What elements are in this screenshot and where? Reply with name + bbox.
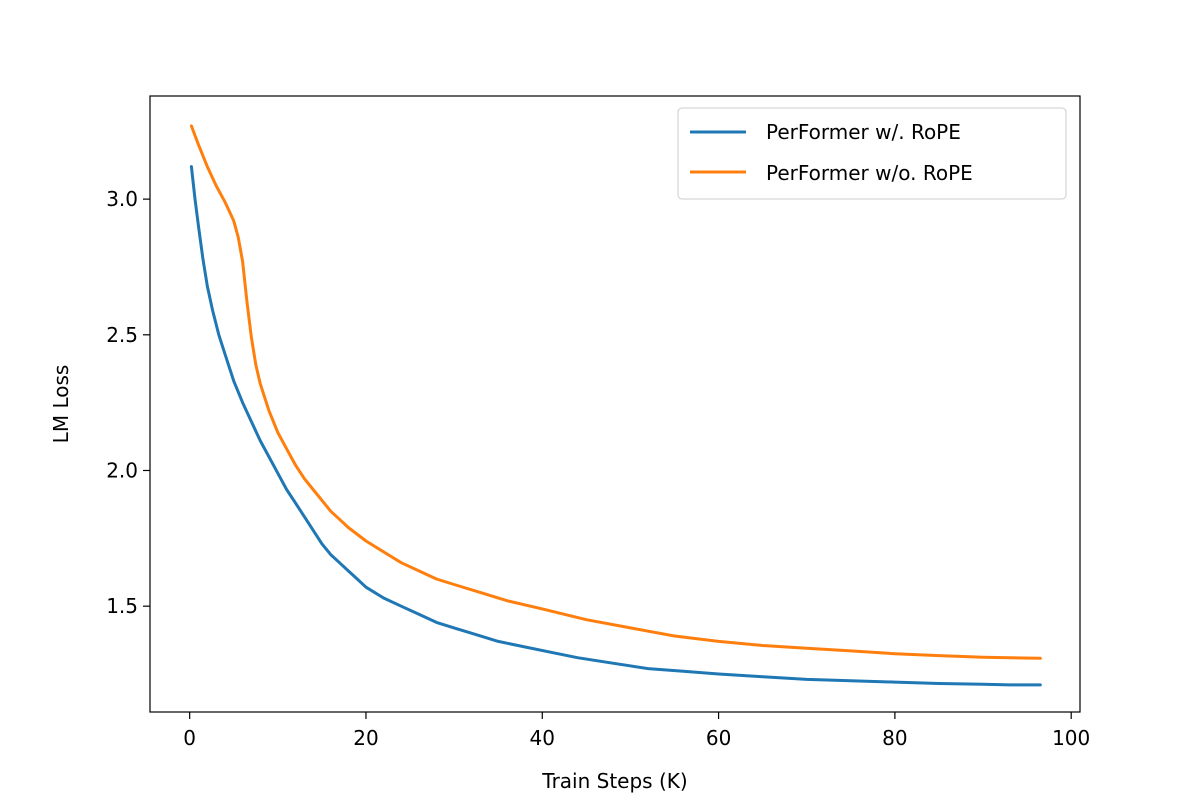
x-tick-label: 20	[353, 726, 378, 750]
y-axis-label: LM Loss	[49, 365, 73, 444]
plot-frame	[149, 95, 1081, 713]
series-line-rope	[189, 165, 1042, 687]
y-tick-label: 2.5	[106, 323, 138, 347]
x-axis-label: Train Steps (K)	[541, 769, 687, 793]
series-line-no-rope	[189, 124, 1042, 660]
legend-label-rope: PerFormer w/. RoPE	[766, 120, 961, 144]
legend-box	[677, 107, 1067, 200]
y-tick-label: 1.5	[106, 594, 138, 618]
plot-area	[189, 124, 1042, 687]
x-tick-label: 100	[1052, 726, 1090, 750]
x-tick-label: 40	[530, 726, 555, 750]
x-tick-label: 60	[706, 726, 731, 750]
x-tick-label: 80	[882, 726, 907, 750]
y-tick-label: 3.0	[106, 187, 138, 211]
x-tick-label: 0	[183, 726, 196, 750]
y-tick-label: 2.0	[106, 458, 138, 482]
axis-ticks: 0 20 40 60 80 100 1.5 2.0 2.5 3.0	[106, 187, 1090, 750]
legend: PerFormer w/. RoPE PerFormer w/o. RoPE	[677, 107, 1067, 200]
legend-label-no-rope: PerFormer w/o. RoPE	[766, 161, 973, 185]
